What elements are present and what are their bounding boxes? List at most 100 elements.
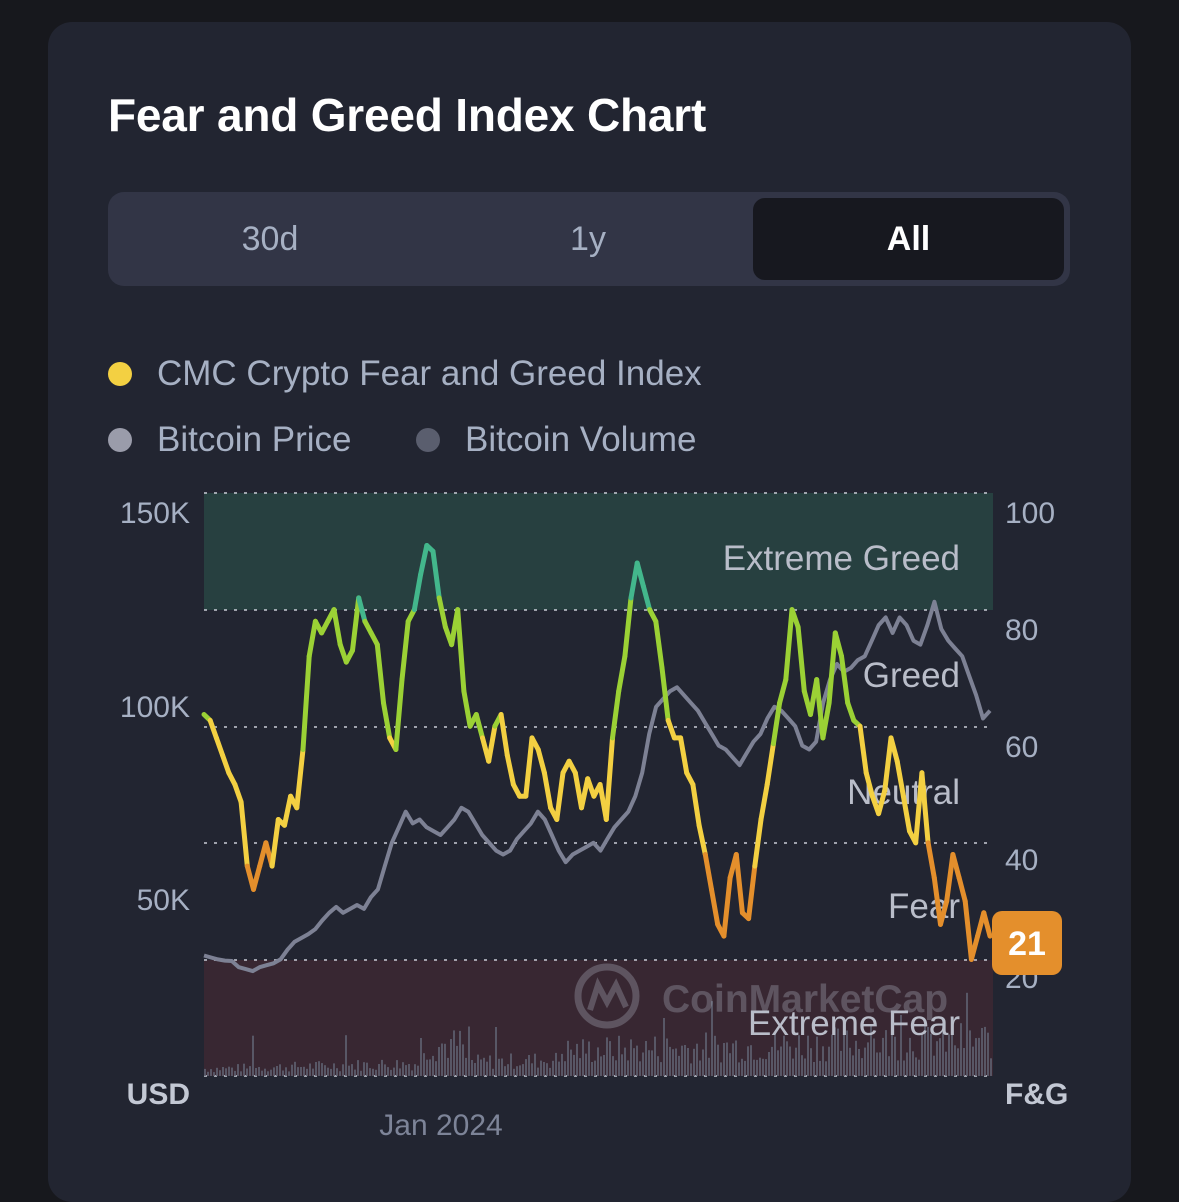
fear-greed-segment [659,665,671,723]
volume-bar [990,1058,992,1076]
right-tick-80: 80 [1005,614,1038,647]
volume-bar [624,1047,626,1076]
volume-bar [246,1068,248,1076]
volume-bar [984,1026,986,1076]
fear-greed-segment [374,642,386,706]
extreme-greed-band [204,493,993,610]
tab-1y[interactable]: 1y [570,220,606,258]
volume-bar [372,1068,374,1076]
fear-greed-segment [820,700,832,741]
volume-bar [564,1061,566,1076]
volume-bar [633,1048,635,1076]
volume-bar [828,1046,830,1076]
badge-value: 21 [1008,925,1046,963]
volume-bar [318,1061,320,1076]
volume-bar [252,1035,254,1076]
volume-bar [645,1041,647,1076]
right-axis-label: F&G [1005,1078,1068,1111]
volume-bar [708,1057,710,1076]
volume-bar [885,1030,887,1076]
volume-bar [306,1068,308,1076]
fear-greed-segment [498,712,510,758]
volume-bar [594,1060,596,1076]
fear-greed-segment [795,624,807,694]
volume-bar [792,1058,794,1076]
fear-greed-segment [294,747,306,811]
fear-greed-segment [962,898,974,962]
badge-background [992,911,1062,975]
volume-bar [435,1061,437,1076]
volume-bar [981,1028,983,1076]
fear-greed-segment [473,712,485,741]
volume-bar [972,1046,974,1076]
volume-bar [558,1061,560,1076]
volume-bar [240,1071,242,1076]
volume-bar [870,1026,872,1076]
volume-bar [282,1070,284,1076]
fear-greed-segment [616,653,628,694]
volume-bar [429,1059,431,1076]
volume-bar [879,1052,881,1076]
volume-bar [795,1047,797,1076]
volume-bar [711,1001,713,1076]
volume-bar [549,1067,551,1076]
volume-bar [951,1029,953,1076]
volume-bar [975,1038,977,1076]
volume-bar [585,1053,587,1076]
volume-bar [243,1063,245,1076]
volume-bar [681,1045,683,1076]
volume-bar [504,1066,506,1076]
volume-bar [816,1036,818,1076]
volume-bar [846,1030,848,1076]
volume-bar [762,1058,764,1076]
dark-gray-dot-icon [416,428,440,452]
volume-bar [648,1050,650,1076]
fear-greed-segment [610,688,622,741]
fear-greed-segment [789,607,801,630]
tab-30d[interactable]: 30d [241,220,299,258]
right-tick-60: 60 [1005,731,1038,764]
tab-all[interactable]: All [753,198,1064,280]
volume-bar [381,1059,383,1076]
range-tabs: 30d 1y All [108,192,1070,286]
fear-greed-segment [919,770,931,846]
volume-bar [498,1058,500,1076]
fear-greed-segment [690,782,702,828]
volume-bar [348,1065,350,1076]
volume-bar [813,1062,815,1076]
left-axis: 150K 100K 50K USD [120,497,190,1111]
volume-bar [915,1057,917,1076]
fear-greed-segment [541,770,554,811]
volume-bar [687,1048,689,1076]
volume-bar [480,1059,482,1076]
volume-bar [531,1063,533,1076]
coinmarketcap-watermark: CoinMarketCap [574,963,948,1029]
volume-bar [234,1070,236,1076]
fear-greed-segment [783,607,795,683]
volume-bar [861,1058,863,1076]
volume-bar [660,1062,662,1076]
fear-greed-segment [758,782,770,822]
volume-bar [393,1067,395,1076]
fear-greed-segment [653,618,665,671]
fear-greed-segment [702,852,714,892]
volume-bar [444,1043,446,1076]
volume-bar [798,1035,800,1076]
volume-bar [690,1063,692,1076]
fear-greed-segment [845,700,857,723]
volume-bar [741,1058,743,1076]
volume-bar [261,1070,263,1076]
volume-bar [351,1064,353,1076]
volume-bar [285,1067,287,1076]
volume-bar [501,1058,503,1076]
volume-bar [534,1053,536,1076]
volume-bar [966,992,968,1076]
volume-bar [363,1062,365,1076]
volume-bar [543,1062,545,1076]
volume-bar [882,1037,884,1076]
volume-bar [738,1062,740,1076]
volume-bar [213,1072,215,1076]
fear-greed-segment [770,700,783,747]
volume-bar [492,1068,494,1076]
volume-bar [843,1029,845,1076]
